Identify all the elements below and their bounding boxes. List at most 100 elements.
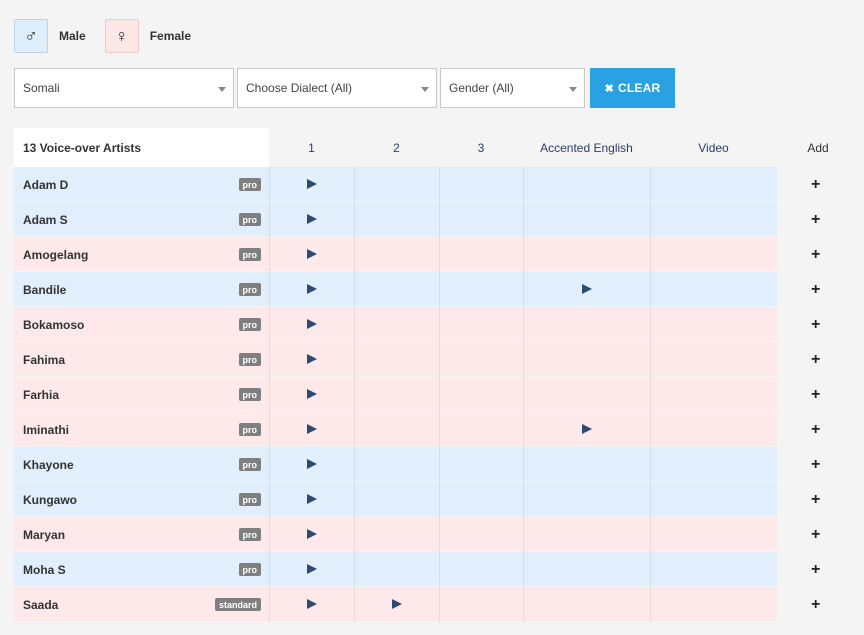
play-sample-icon[interactable] [307,459,317,469]
play-sample-icon[interactable] [307,319,317,329]
column-divider [523,552,524,587]
column-divider [523,307,524,342]
add-artist-button[interactable]: + [811,420,821,438]
play-sample-icon[interactable] [307,599,317,609]
column-divider [269,412,270,447]
column-divider [354,202,355,237]
table-row: Khayone pro + [14,447,864,482]
play-sample-icon[interactable] [582,424,592,434]
add-artist-button[interactable]: + [811,525,821,543]
artist-name-link[interactable]: Bandile [23,282,67,297]
row-background [14,167,777,202]
column-header-sample-3: 3 [477,140,485,155]
artist-count-title: 13 Voice-over Artists [14,128,269,167]
male-filter-button[interactable]: ♂ [14,19,48,53]
artist-name-link[interactable]: Moha S [23,562,66,577]
artists-table: 13 Voice-over Artists 1 2 3 Accented Eng… [14,128,864,622]
column-divider [523,237,524,272]
artist-name-link[interactable]: Adam D [23,177,69,192]
table-row: Bokamoso pro + [14,307,864,342]
row-background [14,342,777,377]
column-divider [523,412,524,447]
play-sample-icon[interactable] [307,564,317,574]
play-sample-icon[interactable] [307,354,317,364]
column-divider [523,342,524,377]
play-sample-icon[interactable] [307,389,317,399]
play-sample-icon[interactable] [307,424,317,434]
column-divider [650,412,651,447]
artist-name-link[interactable]: Fahima [23,352,66,367]
add-artist-button[interactable]: + [811,280,821,298]
column-divider [523,272,524,307]
language-select[interactable]: Somali [14,68,234,108]
table-row: Adam S pro + [14,202,864,237]
column-divider [354,482,355,517]
artist-name-link[interactable]: Iminathi [23,422,70,437]
add-artist-button[interactable]: + [811,560,821,578]
table-row: Kungawo pro + [14,482,864,517]
column-divider [269,202,270,237]
artist-name-link[interactable]: Maryan [23,527,66,542]
column-header-sample-2: 2 [393,140,400,155]
column-divider [523,167,524,202]
dialect-select[interactable]: Choose Dialect (All) [237,68,437,108]
add-artist-button[interactable]: + [811,490,821,508]
artist-name-link[interactable]: Adam S [23,212,68,227]
clear-button[interactable]: ✖ CLEAR [590,68,675,108]
column-divider [269,307,270,342]
column-divider [269,447,270,482]
column-divider [439,167,440,202]
add-artist-button[interactable]: + [811,455,821,473]
artist-name-link[interactable]: Bokamoso [23,317,85,332]
add-artist-button[interactable]: + [811,595,821,613]
column-divider [269,237,270,272]
add-artist-button[interactable]: + [811,210,821,228]
column-divider [523,587,524,622]
artist-name-link[interactable]: Farhia [23,387,60,402]
female-symbol-icon: ♀ [114,25,129,46]
language-select-value: Somali [23,81,60,95]
row-background [14,272,777,307]
column-divider [650,517,651,552]
artist-name-link[interactable]: Amogelang [23,247,89,262]
artist-name-link[interactable]: Kungawo [23,492,77,507]
add-artist-button[interactable]: + [811,245,821,263]
add-artist-button[interactable]: + [811,315,821,333]
tier-badge: pro [238,423,261,436]
table-row: Iminathi pro + [14,412,864,447]
female-filter-button[interactable]: ♀ [104,19,139,53]
column-divider [354,447,355,482]
row-background [14,377,777,412]
play-sample-icon[interactable] [307,214,317,224]
artist-name-link[interactable]: Saada [23,597,59,612]
column-divider [269,482,270,517]
column-divider [439,412,440,447]
column-divider [354,272,355,307]
column-divider [650,342,651,377]
add-artist-button[interactable]: + [811,175,821,193]
column-divider [439,482,440,517]
play-sample-icon[interactable] [307,179,317,189]
add-artist-button[interactable]: + [811,385,821,403]
clear-button-label: CLEAR [618,81,661,95]
play-sample-icon[interactable] [307,249,317,259]
male-label: Male [59,29,86,43]
table-row: Maryan pro + [14,517,864,552]
play-sample-icon[interactable] [582,284,592,294]
gender-legend: ♂ Male ♀ Female [14,19,210,53]
column-divider [354,167,355,202]
column-divider [650,447,651,482]
play-sample-icon[interactable] [392,599,402,609]
gender-select[interactable]: Gender (All) [440,68,585,108]
add-artist-button[interactable]: + [811,350,821,368]
play-sample-icon[interactable] [307,284,317,294]
column-divider [439,237,440,272]
column-divider [439,377,440,412]
column-divider [650,237,651,272]
chevron-down-icon [421,87,429,92]
column-divider [269,587,270,622]
play-sample-icon[interactable] [307,529,317,539]
play-sample-icon[interactable] [307,494,317,504]
artist-name-link[interactable]: Khayone [23,457,74,472]
